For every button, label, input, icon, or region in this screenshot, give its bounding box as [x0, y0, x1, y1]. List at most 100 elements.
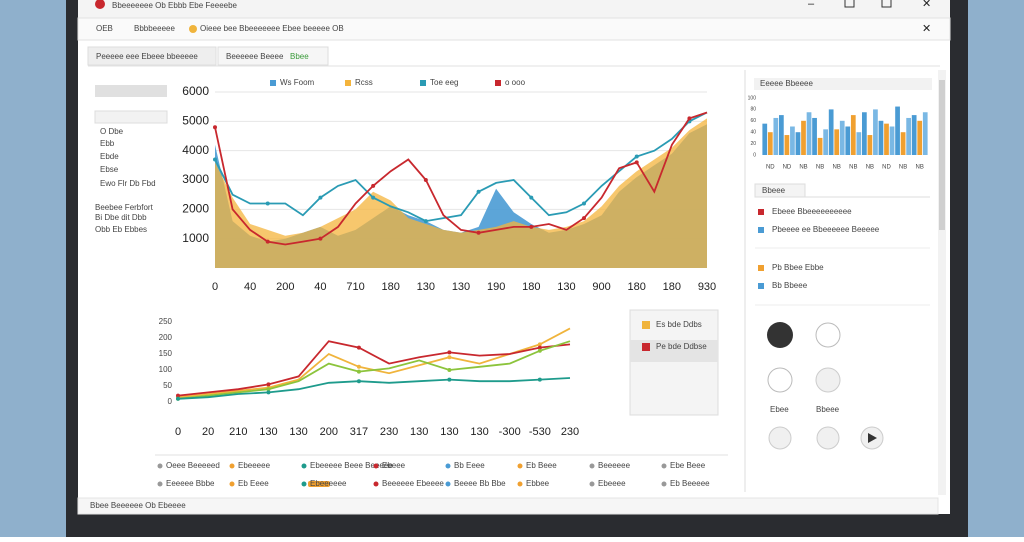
- close-tab[interactable]: ✕: [922, 23, 931, 35]
- action-button[interactable]: [815, 322, 841, 348]
- action-button[interactable]: [767, 322, 793, 348]
- sidebar-item[interactable]: Ewo Flr Db Fbd: [100, 179, 156, 188]
- x-tick-label: ND: [783, 165, 792, 171]
- bar: [812, 117, 817, 155]
- legend-dot: [157, 463, 163, 469]
- y-tick-label: 60: [750, 118, 756, 124]
- point: [356, 379, 361, 384]
- point: [537, 348, 542, 353]
- legend-label: Toe eeg: [430, 78, 458, 87]
- point: [634, 154, 639, 159]
- x-tick-label: 710: [346, 281, 364, 293]
- status-bar: [77, 497, 939, 515]
- legend-swatch: [308, 481, 330, 487]
- point: [176, 393, 180, 398]
- tab[interactable]: [217, 46, 329, 66]
- bar: [856, 132, 862, 155]
- bar: [795, 132, 801, 155]
- media-button[interactable]: [816, 426, 840, 450]
- minimize[interactable]: –: [808, 0, 815, 10]
- bar: [828, 109, 834, 155]
- panel-tab-label[interactable]: Bbeee: [762, 186, 786, 195]
- action-button[interactable]: [767, 367, 793, 393]
- tab-label[interactable]: Bbee: [290, 52, 309, 61]
- point: [529, 224, 534, 229]
- tab[interactable]: [87, 46, 217, 66]
- maximize[interactable]: [881, 0, 892, 8]
- menu-bar: [77, 17, 951, 41]
- x-tick-label: NB: [899, 165, 907, 171]
- point: [537, 342, 542, 347]
- sidebar-item[interactable]: Ebb: [100, 139, 115, 148]
- bar: [917, 120, 923, 155]
- legend-item: Eb Beee: [526, 461, 557, 470]
- x-tick-label: 180: [522, 281, 540, 293]
- x-tick-label: ND: [766, 165, 775, 171]
- x-tick-label: 20: [202, 426, 214, 438]
- legend-dot: [661, 481, 667, 487]
- legend-label: Es bde Ddbs: [656, 320, 702, 329]
- y-tick-label: 200: [159, 333, 173, 342]
- panel-item[interactable]: Ebeee Bbeeeeeeeeee: [772, 207, 852, 216]
- bar: [911, 115, 917, 155]
- sidebar-item[interactable]: Obb Eb Ebbes: [95, 225, 147, 234]
- legend-item: Eeeeee Bbbe: [166, 479, 215, 488]
- sidebar-select[interactable]: [94, 110, 168, 124]
- menu[interactable]: Bbbbeeeee: [134, 24, 175, 33]
- legend-item: Eb Beeeee: [670, 479, 710, 488]
- bar: [889, 126, 895, 155]
- button-label: Ebee: [770, 405, 789, 414]
- panel-item[interactable]: Pb Bbee Ebbe: [772, 263, 824, 272]
- y-tick-label: 6000: [182, 84, 209, 98]
- panel-item[interactable]: Bb Bbeee: [772, 281, 808, 290]
- point: [213, 125, 217, 130]
- play-icon: [868, 433, 877, 443]
- restore[interactable]: [844, 0, 855, 8]
- scroll-thumb[interactable]: [939, 80, 945, 230]
- menu[interactable]: Oieee bee Bbeeeeeee Ebee beeeee OB: [200, 24, 344, 33]
- action-button[interactable]: [815, 367, 841, 393]
- sidebar-item[interactable]: Ebde: [100, 152, 119, 161]
- sidebar-item[interactable]: O Dbe: [100, 127, 124, 136]
- window-title: Bbeeeeeee Ob Ebbb Ebe Feeeebe: [112, 1, 238, 10]
- bar: [779, 115, 784, 155]
- x-tick-label: NB: [849, 165, 857, 171]
- x-tick-label: 130: [452, 281, 470, 293]
- sidebar-item[interactable]: Ebse: [100, 165, 119, 174]
- legend-label: Pe bde Ddbse: [656, 342, 707, 351]
- media-button[interactable]: [768, 426, 792, 450]
- x-tick-label: 130: [470, 426, 488, 438]
- x-tick-label: 130: [440, 426, 458, 438]
- legend-item: Eb Eeee: [238, 479, 269, 488]
- x-tick-label: NB: [833, 165, 841, 171]
- line: [177, 377, 571, 400]
- legend-dot: [301, 481, 307, 487]
- bar: [922, 112, 928, 155]
- scrollbar[interactable]: [938, 70, 946, 495]
- bar: [906, 117, 911, 155]
- title-bar: [78, 0, 950, 18]
- point: [582, 201, 586, 206]
- sidebar-item[interactable]: Bi Dbe dit Dbb: [95, 213, 147, 222]
- point: [447, 368, 452, 372]
- menu-icon: [189, 25, 197, 33]
- tab-label[interactable]: Beeeeee Beeee: [226, 52, 284, 61]
- tab-label[interactable]: Peeeee eee Ebeee bbeeeee: [96, 52, 198, 61]
- legend-item: Ebeee: [382, 461, 406, 470]
- sidebar-item[interactable]: Beebee Ferbfort: [95, 203, 154, 212]
- x-tick-label: 200: [320, 426, 338, 438]
- point: [356, 369, 361, 374]
- line: [177, 340, 571, 397]
- bar: [790, 126, 795, 155]
- menu[interactable]: OEB: [96, 24, 113, 33]
- close[interactable]: ✕: [922, 0, 931, 10]
- legend-item: Ebeeee: [598, 479, 626, 488]
- legend-dot: [661, 463, 667, 469]
- bar: [823, 129, 828, 155]
- panel-item[interactable]: Pbeeee ee Bbeeeeee Beeeee: [772, 225, 880, 234]
- point: [356, 345, 361, 350]
- point: [423, 219, 428, 224]
- bar: [801, 120, 806, 155]
